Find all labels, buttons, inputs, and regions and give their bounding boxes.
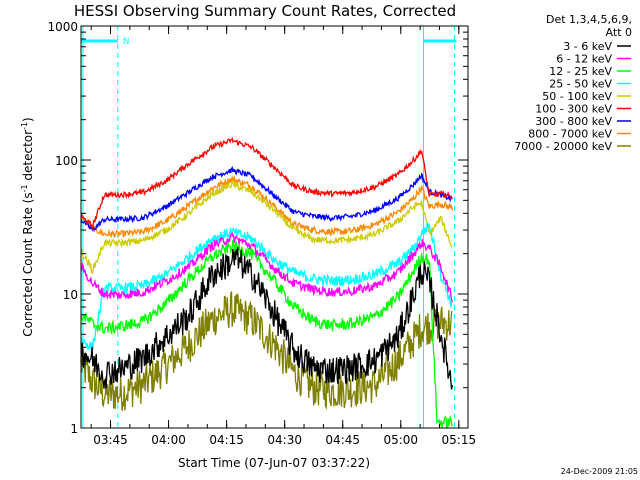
series-line-7	[80, 175, 453, 239]
series-line-0	[80, 246, 453, 390]
x-tick-label-3: 04:30	[267, 433, 302, 447]
legend-label-8: 7000 - 20000 keV	[514, 140, 612, 153]
x-tick-label-4: 04:45	[325, 433, 360, 447]
legend-label-1: 6 - 12 keV	[556, 53, 612, 66]
night-n-label: N	[123, 37, 130, 47]
y-axis-label-part3: )	[21, 117, 35, 122]
legend-header-line1: Det 1,3,4,5,6,9,	[546, 13, 632, 26]
series-lines	[80, 136, 453, 429]
y-tick-label-3: 1000	[47, 20, 78, 34]
x-tick-label-5: 05:00	[383, 433, 418, 447]
x-tick-label-6: 05:15	[442, 433, 477, 447]
series-line-8	[80, 291, 453, 411]
timestamp: 24-Dec-2009 21:05	[561, 467, 638, 476]
chart-title: HESSI Observing Summary Count Rates, Cor…	[74, 2, 456, 20]
series-line-3	[80, 222, 453, 351]
series-line-2	[80, 239, 453, 429]
legend-label-3: 25 - 50 keV	[549, 78, 612, 91]
legend-label-0: 3 - 6 keV	[563, 40, 612, 53]
series-line-4	[80, 180, 453, 274]
x-axis-label: Start Time (07-Jun-07 03:37:22)	[178, 456, 370, 470]
plot-frame	[80, 25, 469, 429]
legend-label-2: 12 - 25 keV	[549, 65, 612, 78]
x-tick-label-2: 04:15	[209, 433, 244, 447]
y-tick-label-0: 1	[70, 422, 78, 436]
y-axis-label-sup1: -1	[20, 184, 29, 192]
y-tick-label-1: 10	[63, 288, 78, 302]
legend-label-6: 300 - 800 keV	[535, 115, 612, 128]
x-tick-label-1: 04:00	[151, 433, 186, 447]
legend-label-4: 50 - 100 keV	[542, 90, 612, 103]
x-tick-label-0: 03:45	[93, 433, 128, 447]
y-tick-label-2: 100	[55, 154, 78, 168]
legend-label-7: 800 - 7000 keV	[528, 128, 612, 141]
series-line-6	[80, 166, 453, 232]
legend-label-5: 100 - 300 keV	[535, 103, 612, 116]
axis-ticks: 03:45 04:00 04:15 04:30 04:45 05:00 05:15 1 10 10…	[47, 20, 476, 447]
y-axis-label-part1: Corrected Count Rate (s	[21, 192, 35, 336]
y-axis-label-sup2: -1	[20, 122, 29, 130]
y-axis-label: Corrected Count Rate (s-1 detector-1)	[20, 117, 35, 336]
y-axis-label-part2: detector	[21, 130, 35, 185]
legend-header-line2: Att 0	[606, 26, 632, 39]
series-line-5	[80, 136, 453, 231]
series-line-1	[80, 231, 453, 303]
